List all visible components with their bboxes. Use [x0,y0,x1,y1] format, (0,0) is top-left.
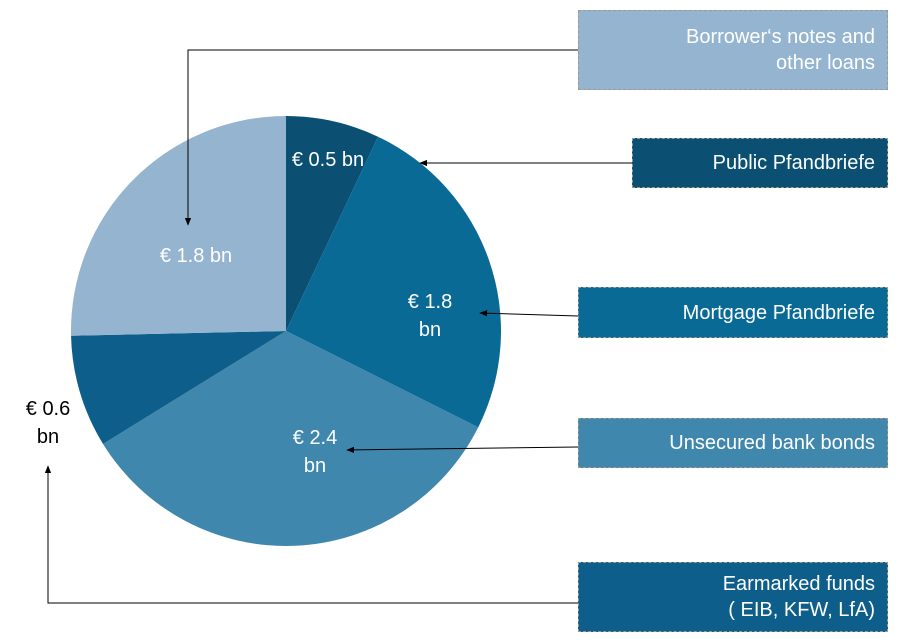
slice-label: € 0.5 bn [291,149,365,171]
pie-slice [286,136,501,428]
pie-slice [103,331,479,546]
callout-box: Borrower‘s notes and other loans [578,10,888,90]
callout-box: Unsecured bank bonds [578,418,888,468]
pie-slice [70,116,286,336]
callout-arrow [184,49,578,226]
callout-arrow [479,310,579,317]
pie-slice [286,116,379,331]
slice-label: € 2.4 bn [292,427,338,477]
callout-box: Earmarked funds ( EIB, KFW, LfA) [578,562,888,632]
slice-label: € 0.6 bn [25,398,71,448]
slice-label: € 1.8 bn [407,291,453,341]
callout-box: Public Pfandbriefe [632,138,888,188]
callout-box: Mortgage Pfandbriefe [578,287,888,338]
slice-label: € 1.8 bn [159,245,233,267]
pie-slice [71,331,286,444]
callout-arrow [346,446,579,454]
callout-arrow [44,465,578,604]
